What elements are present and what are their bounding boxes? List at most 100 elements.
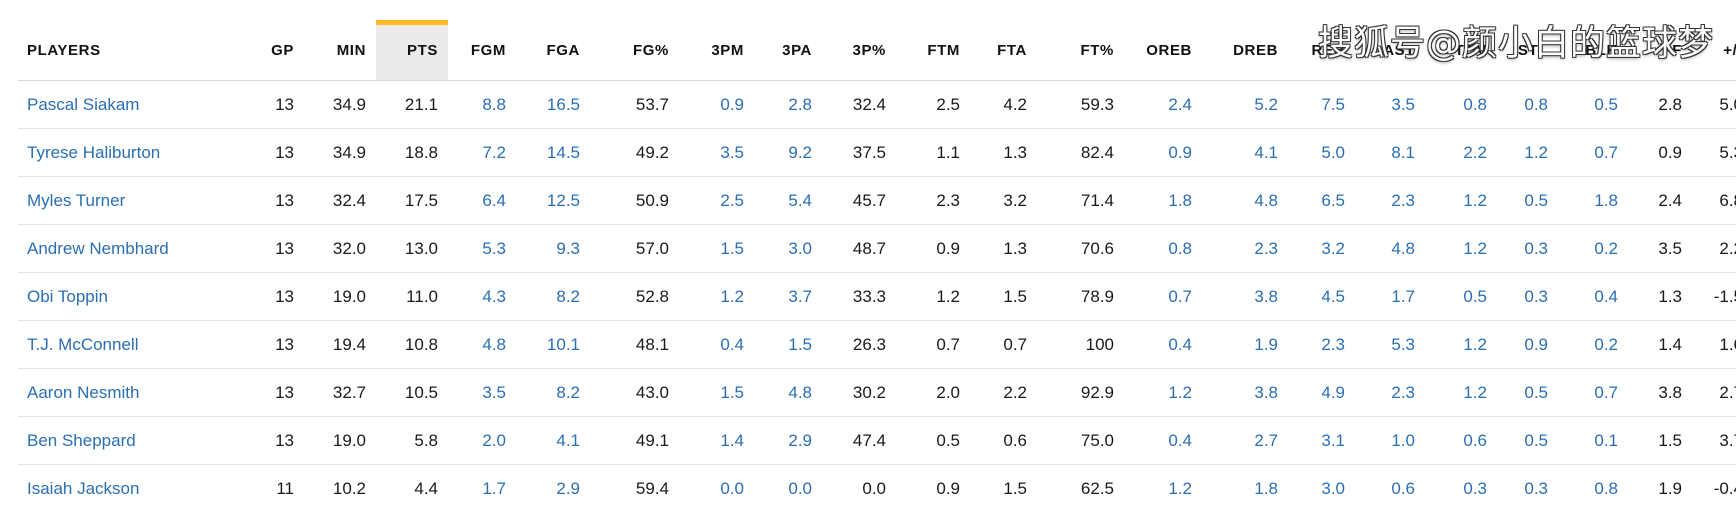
stat-cell-blk[interactable]: 0.5 [1558, 81, 1628, 129]
stat-cell-oreb[interactable]: 0.4 [1124, 417, 1202, 465]
stat-cell-blk[interactable]: 1.8 [1558, 177, 1628, 225]
player-name-link[interactable]: Obi Toppin [18, 273, 248, 321]
player-name-link[interactable]: Isaiah Jackson [18, 465, 248, 512]
stat-cell-blk[interactable]: 0.2 [1558, 321, 1628, 369]
stat-cell-stl[interactable]: 0.3 [1497, 273, 1558, 321]
stat-cell-3pa[interactable]: 0.0 [754, 465, 822, 512]
column-header-ft-pct[interactable]: FT% [1037, 20, 1124, 81]
stat-cell-fgm[interactable]: 3.5 [448, 369, 516, 417]
stat-cell-reb[interactable]: 7.5 [1288, 81, 1355, 129]
column-header-fg-pct[interactable]: FG% [590, 20, 679, 81]
stat-cell-ast[interactable]: 5.3 [1355, 321, 1425, 369]
stat-cell-oreb[interactable]: 1.8 [1124, 177, 1202, 225]
column-header-dreb[interactable]: DREB [1202, 20, 1288, 81]
stat-cell-3pa[interactable]: 3.0 [754, 225, 822, 273]
stat-cell-fgm[interactable]: 6.4 [448, 177, 516, 225]
stat-cell-ast[interactable]: 1.7 [1355, 273, 1425, 321]
stat-cell-dreb[interactable]: 2.3 [1202, 225, 1288, 273]
stat-cell-reb[interactable]: 3.1 [1288, 417, 1355, 465]
column-header-3pa[interactable]: 3PA [754, 20, 822, 81]
player-name-link[interactable]: Myles Turner [18, 177, 248, 225]
stat-cell-3pm[interactable]: 3.5 [679, 129, 754, 177]
column-header-tov[interactable]: TOV [1425, 20, 1497, 81]
stat-cell-fga[interactable]: 8.2 [516, 273, 590, 321]
stat-cell-reb[interactable]: 4.5 [1288, 273, 1355, 321]
column-header-oreb[interactable]: OREB [1124, 20, 1202, 81]
stat-cell-tov[interactable]: 1.2 [1425, 177, 1497, 225]
stat-cell-tov[interactable]: 2.2 [1425, 129, 1497, 177]
stat-cell-3pa[interactable]: 5.4 [754, 177, 822, 225]
column-header-blk[interactable]: BLK [1558, 20, 1628, 81]
stat-cell-fgm[interactable]: 4.8 [448, 321, 516, 369]
column-header-plus-minus[interactable]: +/- [1692, 20, 1736, 81]
stat-cell-blk[interactable]: 0.1 [1558, 417, 1628, 465]
stat-cell-3pm[interactable]: 1.5 [679, 369, 754, 417]
stat-cell-3pm[interactable]: 1.5 [679, 225, 754, 273]
stat-cell-3pa[interactable]: 4.8 [754, 369, 822, 417]
stat-cell-tov[interactable]: 1.2 [1425, 225, 1497, 273]
stat-cell-reb[interactable]: 3.0 [1288, 465, 1355, 512]
stat-cell-dreb[interactable]: 5.2 [1202, 81, 1288, 129]
stat-cell-fga[interactable]: 4.1 [516, 417, 590, 465]
stat-cell-oreb[interactable]: 1.2 [1124, 369, 1202, 417]
player-name-link[interactable]: T.J. McConnell [18, 321, 248, 369]
stat-cell-fga[interactable]: 14.5 [516, 129, 590, 177]
stat-cell-oreb[interactable]: 0.4 [1124, 321, 1202, 369]
column-header-min[interactable]: MIN [304, 20, 376, 81]
stat-cell-reb[interactable]: 4.9 [1288, 369, 1355, 417]
stat-cell-fga[interactable]: 12.5 [516, 177, 590, 225]
stat-cell-fgm[interactable]: 8.8 [448, 81, 516, 129]
column-header-fgm[interactable]: FGM [448, 20, 516, 81]
stat-cell-reb[interactable]: 6.5 [1288, 177, 1355, 225]
stat-cell-ast[interactable]: 8.1 [1355, 129, 1425, 177]
stat-cell-dreb[interactable]: 1.8 [1202, 465, 1288, 512]
stat-cell-ast[interactable]: 3.5 [1355, 81, 1425, 129]
stat-cell-blk[interactable]: 0.4 [1558, 273, 1628, 321]
column-header-reb[interactable]: REB [1288, 20, 1355, 81]
stat-cell-fgm[interactable]: 7.2 [448, 129, 516, 177]
player-name-link[interactable]: Pascal Siakam [18, 81, 248, 129]
column-header-ftm[interactable]: FTM [896, 20, 970, 81]
stat-cell-fga[interactable]: 9.3 [516, 225, 590, 273]
column-header-gp[interactable]: GP [248, 20, 304, 81]
stat-cell-fga[interactable]: 10.1 [516, 321, 590, 369]
player-name-link[interactable]: Ben Sheppard [18, 417, 248, 465]
column-header-stl[interactable]: STL [1497, 20, 1558, 81]
stat-cell-dreb[interactable]: 2.7 [1202, 417, 1288, 465]
stat-cell-reb[interactable]: 3.2 [1288, 225, 1355, 273]
stat-cell-tov[interactable]: 1.2 [1425, 369, 1497, 417]
stat-cell-ast[interactable]: 0.6 [1355, 465, 1425, 512]
stat-cell-dreb[interactable]: 3.8 [1202, 273, 1288, 321]
stat-cell-fga[interactable]: 8.2 [516, 369, 590, 417]
stat-cell-reb[interactable]: 2.3 [1288, 321, 1355, 369]
stat-cell-dreb[interactable]: 3.8 [1202, 369, 1288, 417]
column-header-fta[interactable]: FTA [970, 20, 1037, 81]
stat-cell-3pa[interactable]: 2.8 [754, 81, 822, 129]
stat-cell-tov[interactable]: 0.6 [1425, 417, 1497, 465]
stat-cell-blk[interactable]: 0.2 [1558, 225, 1628, 273]
column-header-ast[interactable]: AST [1355, 20, 1425, 81]
stat-cell-stl[interactable]: 0.8 [1497, 81, 1558, 129]
stat-cell-3pm[interactable]: 1.4 [679, 417, 754, 465]
stat-cell-oreb[interactable]: 1.2 [1124, 465, 1202, 512]
stat-cell-tov[interactable]: 1.2 [1425, 321, 1497, 369]
stat-cell-fgm[interactable]: 2.0 [448, 417, 516, 465]
stat-cell-reb[interactable]: 5.0 [1288, 129, 1355, 177]
stat-cell-3pa[interactable]: 9.2 [754, 129, 822, 177]
stat-cell-fgm[interactable]: 1.7 [448, 465, 516, 512]
stat-cell-oreb[interactable]: 0.9 [1124, 129, 1202, 177]
stat-cell-3pa[interactable]: 2.9 [754, 417, 822, 465]
stat-cell-ast[interactable]: 2.3 [1355, 177, 1425, 225]
stat-cell-3pm[interactable]: 0.4 [679, 321, 754, 369]
stat-cell-3pm[interactable]: 0.0 [679, 465, 754, 512]
stat-cell-oreb[interactable]: 0.7 [1124, 273, 1202, 321]
stat-cell-fgm[interactable]: 5.3 [448, 225, 516, 273]
stat-cell-tov[interactable]: 0.5 [1425, 273, 1497, 321]
column-header-players[interactable]: PLAYERS [18, 20, 248, 81]
stat-cell-fga[interactable]: 16.5 [516, 81, 590, 129]
stat-cell-3pa[interactable]: 1.5 [754, 321, 822, 369]
stat-cell-tov[interactable]: 0.3 [1425, 465, 1497, 512]
stat-cell-tov[interactable]: 0.8 [1425, 81, 1497, 129]
stat-cell-stl[interactable]: 0.9 [1497, 321, 1558, 369]
stat-cell-blk[interactable]: 0.7 [1558, 129, 1628, 177]
